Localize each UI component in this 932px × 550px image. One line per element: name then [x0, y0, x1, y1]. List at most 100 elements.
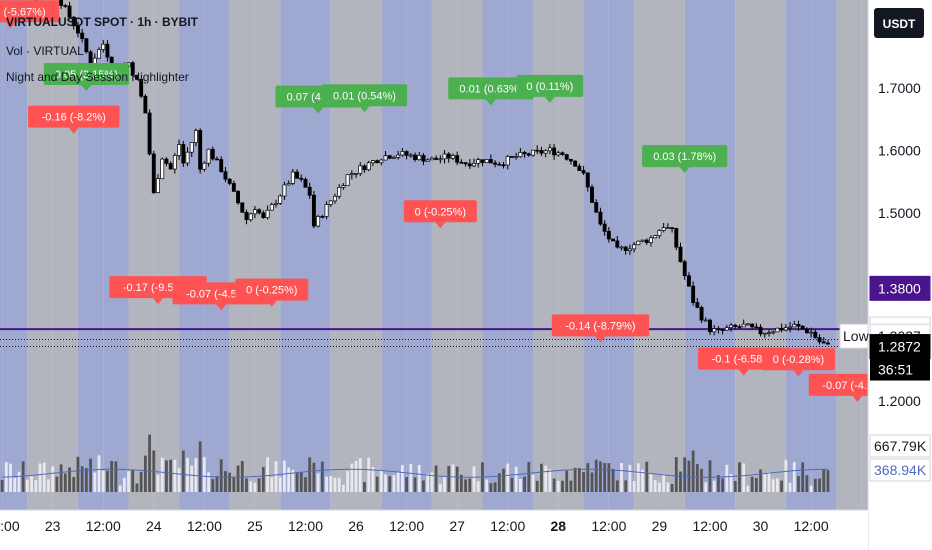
candle-body — [809, 331, 814, 334]
price-tick: 1.7000 — [878, 80, 921, 96]
candle-body — [76, 25, 80, 34]
volume-bar — [784, 459, 788, 492]
change-labels: -0.16 (-8.2%)0.05 (3.15%)-0.17 (-9.57%)-… — [0, 0, 907, 402]
candle-body — [189, 142, 194, 153]
volume-bar — [333, 477, 337, 492]
volume-bar — [548, 469, 552, 492]
session-band — [709, 0, 736, 510]
volume-bar — [160, 457, 164, 492]
time-tick: 23 — [45, 518, 61, 534]
candle-body — [514, 156, 519, 159]
candle-body — [429, 157, 434, 161]
candle-body — [488, 159, 493, 164]
candle-body — [472, 163, 476, 167]
price-axis[interactable]: USDT1.70001.60001.50001.20001.38001.3150… — [839, 0, 932, 550]
change-label: 0.03 (1.78%) — [642, 145, 728, 174]
candle-body — [767, 332, 771, 334]
volume-bar — [72, 476, 76, 492]
label-pointer — [679, 167, 690, 174]
candle-body — [156, 178, 160, 194]
change-label: -0.16 (-8.2%) — [28, 105, 120, 134]
candle-body — [341, 185, 346, 188]
session-band — [153, 0, 180, 510]
label-box — [761, 348, 835, 371]
volume-bar — [122, 477, 126, 492]
candle-body — [691, 285, 696, 303]
candle-body — [661, 227, 666, 231]
candle-body — [703, 319, 708, 322]
candle-body — [231, 183, 236, 192]
volume-bar — [228, 472, 232, 492]
volume-value-box — [869, 434, 931, 458]
candle-body — [644, 239, 649, 243]
time-axis[interactable]: 12:00 23 12:00 24 12:00 25 12:00 26 12:00 27 12:00… — [0, 509, 868, 550]
volume-bar — [822, 469, 826, 492]
volume-bar — [316, 473, 320, 492]
volume-bar — [76, 456, 80, 492]
countdown-box — [870, 358, 930, 381]
candle-body — [337, 187, 342, 197]
volume-bar — [438, 483, 442, 492]
candle-body — [577, 165, 582, 171]
candle-body — [290, 171, 295, 184]
label-pointer — [81, 84, 92, 91]
candle-body — [493, 162, 498, 165]
volume-bar — [544, 465, 548, 492]
candle-body — [328, 200, 333, 205]
label-pointer — [153, 298, 164, 305]
candle-body — [252, 209, 257, 215]
candle-body — [134, 75, 139, 80]
volume-bar — [434, 465, 438, 492]
candle-body — [130, 62, 135, 76]
candle-body — [316, 216, 321, 227]
candle-body — [615, 240, 620, 248]
volume-bar — [514, 466, 518, 492]
session-band — [684, 0, 710, 510]
label-box — [642, 145, 728, 168]
volume-bar — [493, 482, 497, 492]
candle-body — [585, 172, 590, 188]
volume-bar — [565, 470, 569, 492]
volume-bar — [110, 460, 114, 492]
volume-bar — [518, 478, 522, 492]
symbol-title[interactable]: VIRTUALUSDT SPOT · 1h · BYBIT — [6, 15, 198, 29]
volume-bar — [556, 481, 560, 492]
candle-body — [67, 5, 72, 18]
volume-bar — [426, 473, 430, 492]
candle-body — [446, 153, 451, 159]
volume-legend[interactable]: Vol · VIRTUAL — [6, 44, 84, 58]
volume-bar — [628, 464, 632, 492]
candle-body — [665, 227, 670, 229]
indicator-legend[interactable]: Night and Day Session Highlighter — [6, 70, 189, 84]
volume-bar — [750, 476, 754, 492]
volume-bar — [232, 476, 236, 492]
change-label: -0.14 (-8.79%) — [551, 314, 650, 343]
volume-bar — [620, 462, 623, 492]
candle-body — [602, 223, 607, 232]
volume-bar — [552, 478, 556, 492]
volume-bar — [662, 474, 666, 492]
candle-body — [261, 212, 266, 219]
session-band — [861, 0, 868, 510]
session-band — [52, 0, 78, 510]
candle-body — [244, 211, 249, 221]
volume-bar — [447, 465, 451, 492]
label-text: -0.1 (-6.58%) — [712, 354, 776, 366]
candle-body — [826, 342, 830, 345]
volume-bar — [51, 466, 55, 492]
change-label: 0 (0.11%) — [516, 74, 584, 103]
low-label-box — [839, 323, 869, 349]
volume-bar — [97, 455, 101, 492]
volume-bar — [615, 480, 619, 492]
volume-bar — [34, 480, 38, 492]
candle-body — [438, 158, 443, 161]
volume-bar — [561, 480, 564, 492]
candle-body — [720, 329, 725, 331]
volume-bar — [202, 457, 206, 492]
volume-ma-value-box — [869, 458, 931, 482]
candle-body — [223, 171, 228, 180]
candle-body — [510, 156, 514, 158]
candle-body — [202, 162, 207, 170]
alert-line-price-box — [869, 275, 931, 301]
